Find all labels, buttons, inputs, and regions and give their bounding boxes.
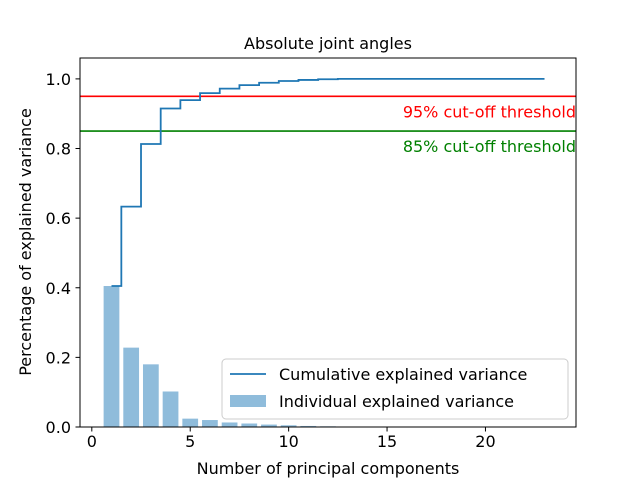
- bar-4: [162, 391, 179, 427]
- bar-1: [103, 286, 120, 427]
- x-tick-label-4: 20: [475, 432, 495, 451]
- bar-11: [300, 425, 317, 427]
- y-tick-label-2: 0.4: [46, 279, 71, 298]
- x-tick-label-0: 0: [87, 432, 97, 451]
- bar-10: [280, 425, 297, 427]
- cumulative-line: [111, 77, 545, 287]
- legend-label-cumulative: Cumulative explained variance: [279, 365, 527, 384]
- y-tick-label-3: 0.6: [46, 209, 71, 228]
- x-tick-label-1: 5: [185, 432, 195, 451]
- y-tick-label-5: 1.0: [46, 70, 71, 89]
- plot-frame: [79, 57, 577, 428]
- axes: 0 5 10 15 20 0.0 0.2 0.4 0.6 0.8 1.0: [46, 57, 577, 451]
- y-tick-label-1: 0.2: [46, 348, 71, 367]
- bar-8: [241, 423, 258, 427]
- bar-9: [261, 424, 277, 427]
- y-tick-label-0: 0.0: [46, 418, 71, 437]
- chart-title: Absolute joint angles: [244, 34, 412, 53]
- threshold-label-0: 95% cut-off threshold: [403, 102, 576, 121]
- bar-3: [142, 364, 159, 427]
- bar-2: [123, 347, 140, 427]
- y-tick-label-4: 0.8: [46, 140, 71, 159]
- threshold-lines: 95% cut-off threshold 85% cut-off thresho…: [80, 95, 576, 156]
- legend-swatch-individual: [230, 395, 266, 407]
- cumulative-series: [111, 77, 545, 287]
- threshold-label-1: 85% cut-off threshold: [403, 137, 576, 156]
- legend-label-individual: Individual explained variance: [279, 392, 514, 411]
- bar-6: [202, 420, 218, 427]
- x-tick-label-2: 10: [278, 432, 298, 451]
- y-axis-label: Percentage of explained variance: [16, 108, 35, 376]
- x-axis-label: Number of principal components: [197, 459, 460, 478]
- bar-5: [182, 418, 199, 427]
- bar-7: [221, 422, 238, 427]
- legend: Cumulative explained variance Individual …: [221, 358, 569, 420]
- legend-box: [221, 358, 569, 420]
- x-tick-label-3: 15: [377, 432, 397, 451]
